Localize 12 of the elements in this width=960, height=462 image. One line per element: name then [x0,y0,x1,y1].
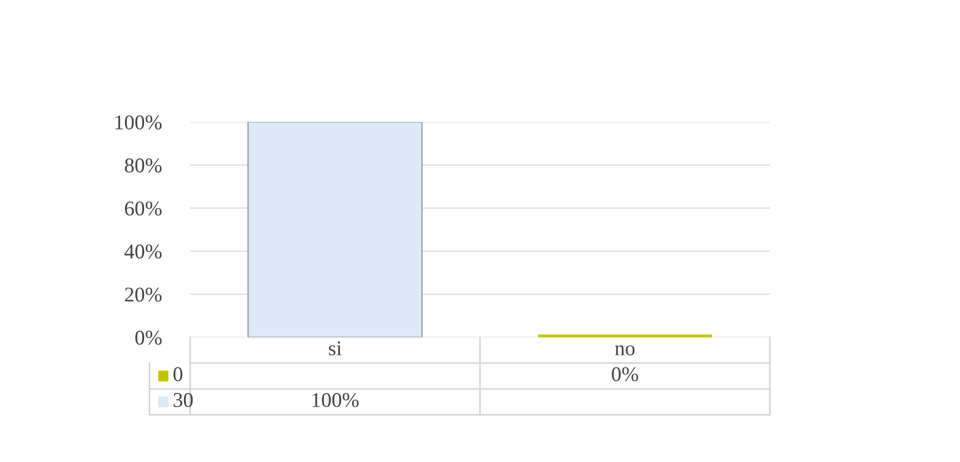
x-tick-label: si [328,341,342,356]
y-tick-label: 60% [125,201,162,216]
y-tick-label: 0% [135,330,162,345]
legend-label: 30 [174,393,193,408]
y-tick-label: 20% [125,288,162,302]
y-tick-label: 80% [124,158,162,173]
y-tick-label: 100% [116,115,162,130]
data-label: 100% [312,393,359,408]
y-tick-label: 40% [124,244,162,259]
data-label: 0% [612,367,638,382]
legend-label: 0 [173,367,182,382]
x-tick-label: no [615,345,635,356]
